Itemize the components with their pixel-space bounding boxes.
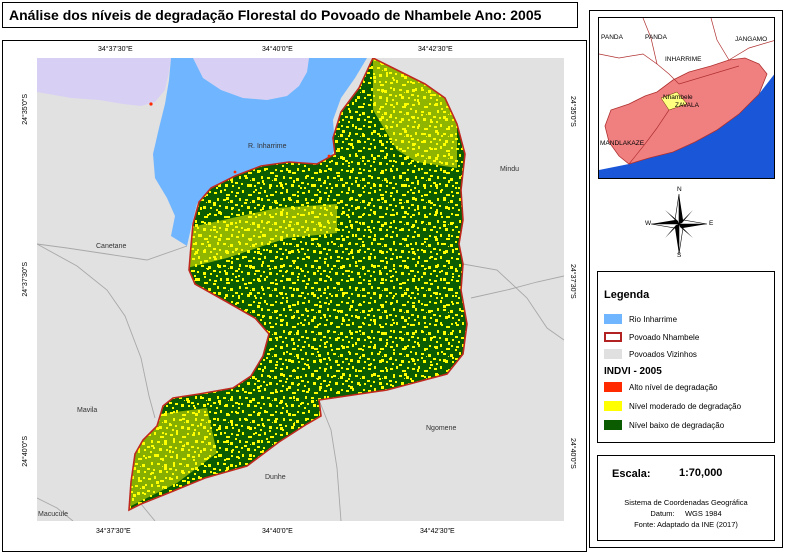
compass-w: W <box>645 220 652 227</box>
north-arrow: N S E W <box>643 186 715 260</box>
legend-label-river: Rio Inharrime <box>629 315 678 324</box>
coord-top-2: 34°40'0"E <box>262 46 293 53</box>
coord-bottom-2: 34°40'0"E <box>262 528 293 535</box>
inset-label-panda-2: PANDA <box>645 34 667 41</box>
inset-label-zavala: ZAVALA <box>675 102 699 109</box>
legend-label-neighbors: Povoados Vizinhos <box>629 350 697 359</box>
legend-indvi-title: INDVI - 2005 <box>604 366 662 377</box>
scale-label: Escala: <box>612 468 651 480</box>
coord-bottom-3: 34°42'30"E <box>420 528 455 535</box>
coord-right-3: 24°40'0"S <box>569 438 576 469</box>
inset-label-panda-1: PANDA <box>601 34 623 41</box>
inset-label-nhambele: Nhambele <box>663 94 693 101</box>
degradation-spot <box>149 102 153 106</box>
label-river: R. Inharrime <box>248 143 287 150</box>
inset-label-inharrime: INHARRIME <box>665 56 702 63</box>
degradation-spot <box>327 154 331 158</box>
label-ngomene: Ngomene <box>426 425 457 432</box>
scale-box: Escala: 1:70,000 Sistema de Coordenadas … <box>597 455 775 541</box>
legend-title: Legenda <box>604 289 650 301</box>
inset-label-mandlakaze: MANDLAKAZE <box>600 140 645 147</box>
inset-label-jangamo: JANGAMO <box>735 36 768 43</box>
compass-s: S <box>677 252 682 259</box>
legend-label-moderate: Nível moderado de degradação <box>629 402 742 411</box>
compass-e: E <box>709 220 714 227</box>
label-macucule: Macucule <box>38 511 68 518</box>
legend-label-low: Nível baixo de degradação <box>629 421 725 430</box>
datum-text: Datum: WGS 1984 <box>650 509 722 518</box>
coord-top-1: 34°37'30"E <box>98 46 133 53</box>
label-canetane: Canetane <box>96 243 127 250</box>
coord-right-1: 24°35'0"S <box>569 96 576 127</box>
label-dunhe: Dunhe <box>265 474 286 481</box>
coord-bottom-1: 34°37'30"E <box>96 528 131 535</box>
study-area-boundary <box>128 58 468 512</box>
coord-right-2: 24°37'30"S <box>569 264 576 299</box>
neighbor-area-northwest <box>37 58 171 106</box>
compass-n: N <box>677 186 682 193</box>
legend: Legenda Rio Inharrime Povoado Nhambele P… <box>597 271 775 443</box>
locator-map-svg <box>599 18 774 178</box>
coord-left-1: 24°35'0"S <box>22 94 29 125</box>
river-inharrime <box>153 58 367 246</box>
scale-value: 1:70,000 <box>679 467 723 479</box>
locator-map: PANDA PANDA JANGAMO INHARRIME Nhambele Z… <box>598 17 775 179</box>
label-mavila: Mavila <box>77 407 98 414</box>
main-map <box>37 58 564 521</box>
neighbor-area-north <box>193 58 309 100</box>
coord-left-3: 24°40'0"S <box>22 436 29 467</box>
source-text: Fonte: Adaptado da INE (2017) <box>634 520 738 529</box>
legend-label-high: Alto nível de degradação <box>629 383 718 392</box>
crs-text: Sistema de Coordenadas Geográfica <box>624 498 748 507</box>
coord-left-2: 24°37'30"S <box>22 262 29 297</box>
compass-rose-icon <box>650 193 708 255</box>
neighbor-boundaries <box>37 243 564 521</box>
legend-label-nhambele: Povoado Nhambele <box>629 333 700 342</box>
coord-top-3: 34°42'30"E <box>418 46 453 53</box>
map-title: Análise dos níveis de degradação Florest… <box>2 2 578 28</box>
label-mindu: Mindu <box>500 166 520 173</box>
degradation-spot <box>233 170 237 174</box>
